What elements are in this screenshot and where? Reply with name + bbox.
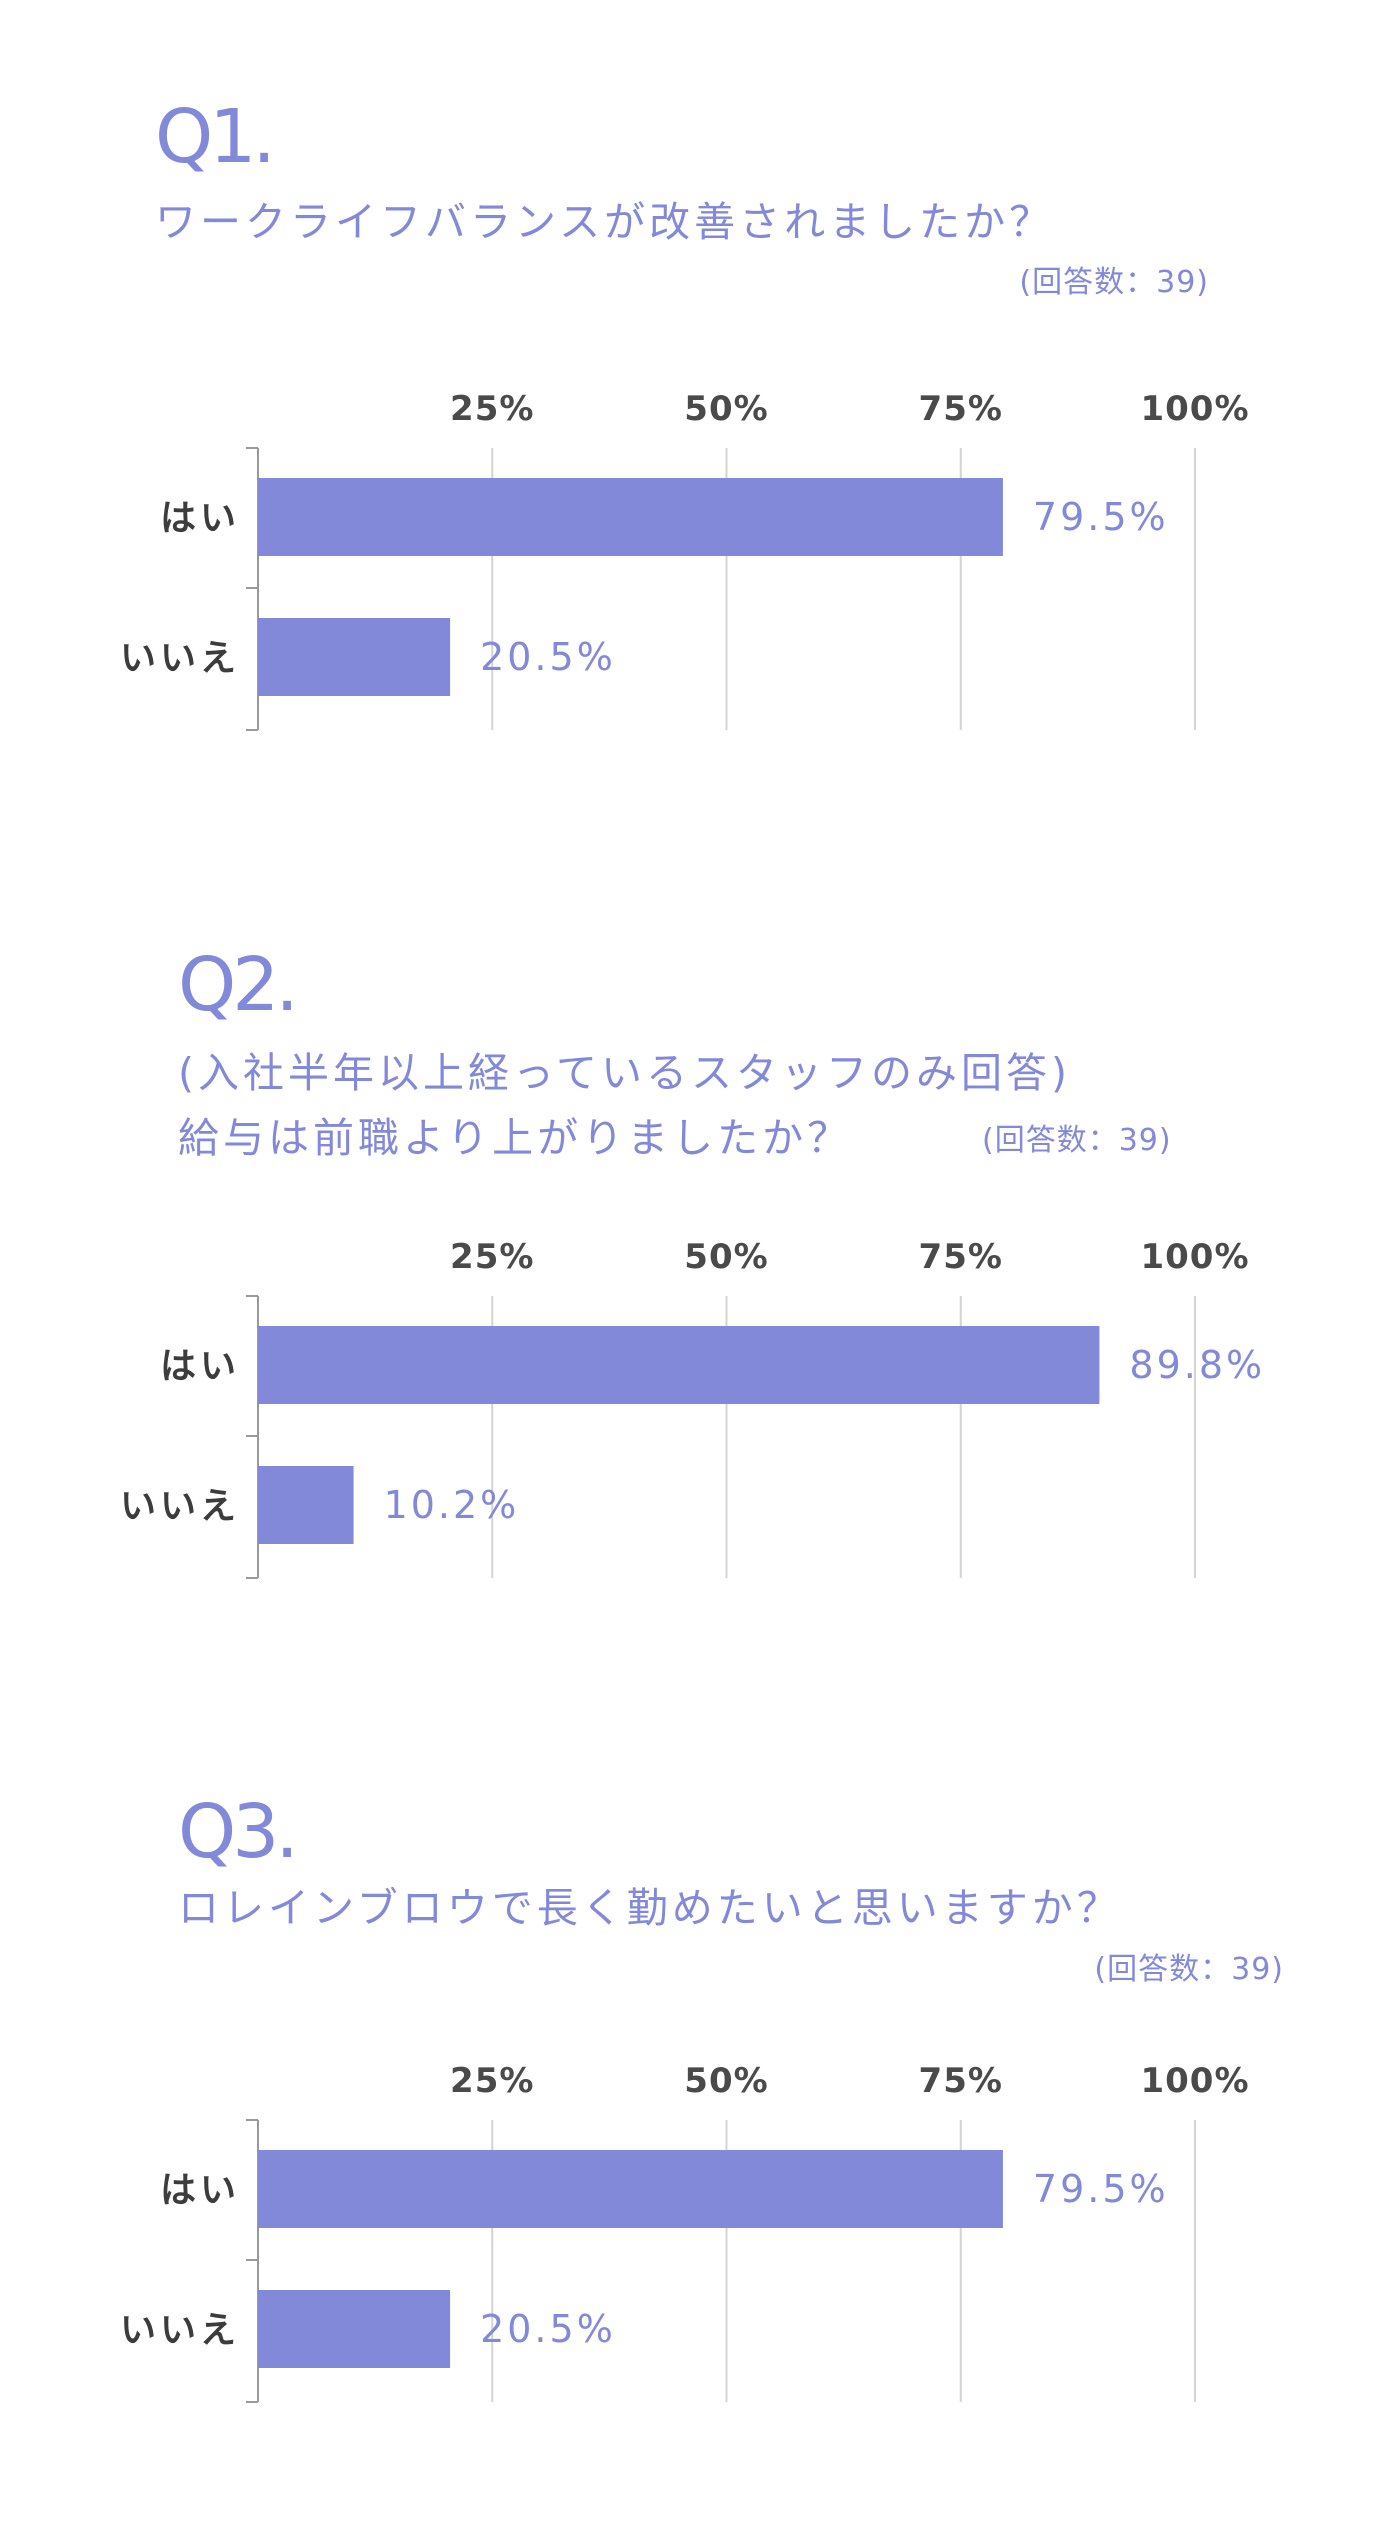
bar	[258, 2150, 1003, 2228]
x-tick-label: 50%	[684, 1237, 768, 1277]
x-tick-label: 100%	[1140, 1237, 1249, 1277]
question-number: Q3.	[178, 1789, 299, 1875]
question-number: Q1.	[155, 94, 276, 180]
response-count: (回答数：39)	[1019, 265, 1209, 300]
question-text: ワークライフバランスが改善されましたか？	[155, 198, 1055, 246]
x-tick-label: 100%	[1140, 389, 1249, 429]
data-label: 79.5%	[1033, 495, 1169, 539]
question-text-note: (入社半年以上経っているスタッフのみ回答)	[178, 1049, 1071, 1097]
bar-chart-2: 25% 50% 75% 100% はい 89.8% いいえ 10.2%	[120, 1237, 1265, 1579]
x-tick-label: 50%	[684, 389, 768, 429]
bar	[258, 478, 1003, 556]
x-tick-label: 25%	[450, 389, 534, 429]
data-label: 20.5%	[480, 635, 616, 679]
bar	[258, 2290, 451, 2368]
category-label: はい	[160, 1346, 240, 1387]
category-label: いいえ	[120, 1486, 240, 1527]
data-label: 20.5%	[480, 2307, 616, 2351]
data-label: 89.8%	[1129, 1343, 1265, 1387]
category-label: はい	[160, 498, 240, 539]
category-label: はい	[160, 2170, 240, 2211]
x-tick-label: 25%	[450, 1237, 534, 1277]
x-tick-label: 50%	[684, 2061, 768, 2101]
data-label: 79.5%	[1033, 2167, 1169, 2211]
category-label: いいえ	[120, 2310, 240, 2351]
x-tick-label: 100%	[1140, 2061, 1249, 2101]
x-tick-label: 75%	[919, 389, 1003, 429]
bar	[258, 1466, 354, 1544]
question-text: 給与は前職より上がりましたか？	[178, 1114, 853, 1162]
question-number: Q2.	[178, 942, 299, 1028]
response-count: (回答数：39)	[982, 1123, 1172, 1158]
x-tick-label: 25%	[450, 2061, 534, 2101]
bar-chart-3: 25% 50% 75% 100% はい 79.5% いいえ 20.5%	[120, 2061, 1249, 2403]
bar-chart-1: 25% 50% 75% 100% はい 79.5% いいえ 20.5%	[120, 389, 1249, 731]
question-text: ロレインブロウで長く勤めたいと思いますか？	[178, 1884, 1122, 1932]
category-label: いいえ	[120, 638, 240, 679]
x-tick-label: 75%	[919, 2061, 1003, 2101]
x-tick-label: 75%	[919, 1237, 1003, 1277]
response-count: (回答数：39)	[1094, 1952, 1284, 1987]
data-label: 10.2%	[384, 1483, 520, 1527]
bar	[258, 618, 451, 696]
bar	[258, 1326, 1100, 1404]
